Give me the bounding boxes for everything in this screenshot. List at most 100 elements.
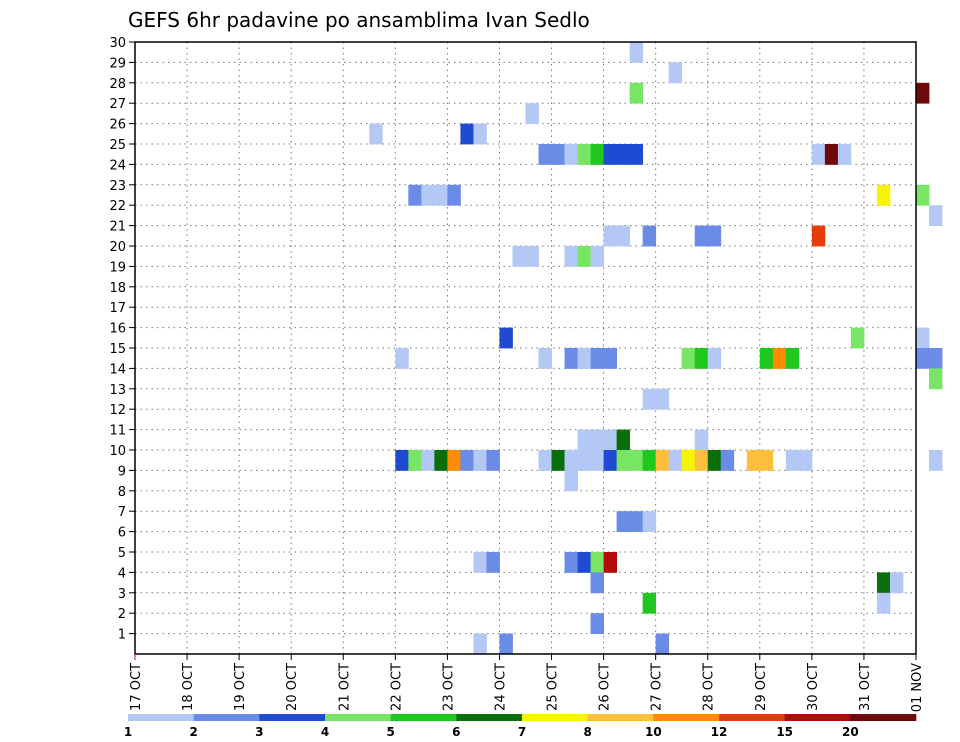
heatmap-cell bbox=[772, 348, 787, 369]
heatmap-cell bbox=[785, 348, 800, 369]
heatmap-cell bbox=[811, 225, 826, 247]
legend-label: 8 bbox=[583, 725, 591, 739]
heatmap-cell bbox=[603, 450, 618, 471]
y-axis: 1234567891011121314151617181920212223242… bbox=[109, 36, 135, 643]
heatmap-cell bbox=[642, 511, 657, 532]
legend-swatch bbox=[522, 714, 588, 721]
heatmap-cell bbox=[525, 246, 539, 267]
heatmap-cell bbox=[564, 450, 578, 471]
heatmap-cell bbox=[395, 348, 409, 369]
heatmap-cell bbox=[603, 225, 618, 247]
x-tick-label: 01 NOV bbox=[910, 663, 925, 712]
heatmap-cell bbox=[564, 246, 578, 267]
legend-swatch bbox=[390, 714, 457, 721]
chart-title: GEFS 6hr padavine po ansamblima Ivan Sed… bbox=[128, 8, 590, 32]
heatmap-cell bbox=[642, 225, 657, 247]
heatmap-cell bbox=[577, 450, 591, 471]
heatmap-cell bbox=[369, 123, 383, 145]
legend-label: 1 bbox=[124, 725, 132, 739]
heatmap-cell bbox=[421, 184, 435, 206]
y-tick-label: 6 bbox=[118, 526, 126, 541]
y-tick-label: 5 bbox=[118, 546, 126, 561]
heatmap-cell bbox=[707, 225, 722, 247]
heatmap-cell bbox=[499, 327, 513, 349]
heatmap-cell bbox=[421, 450, 435, 471]
legend-label: 3 bbox=[255, 725, 263, 739]
heatmap-cell bbox=[434, 450, 448, 471]
legend-label: 7 bbox=[518, 725, 526, 739]
heatmap-cell bbox=[603, 144, 618, 165]
y-tick-label: 19 bbox=[109, 260, 126, 275]
heatmap-cell bbox=[395, 450, 409, 471]
heatmap-cell bbox=[447, 450, 461, 471]
legend-swatch bbox=[128, 714, 194, 721]
heatmap-cell bbox=[486, 450, 500, 471]
heatmap-cell bbox=[929, 368, 943, 390]
legend-label: 12 bbox=[711, 725, 728, 739]
heatmap-cell bbox=[746, 450, 761, 471]
heatmap-cell bbox=[642, 388, 657, 410]
y-tick-label: 10 bbox=[109, 444, 126, 459]
legend-label: 6 bbox=[452, 725, 460, 739]
heatmap-cell bbox=[759, 348, 774, 369]
y-tick-label: 23 bbox=[109, 179, 126, 194]
legend-label: 10 bbox=[645, 725, 662, 739]
y-tick-label: 22 bbox=[109, 199, 126, 214]
x-tick-label: 19 OCT bbox=[233, 663, 248, 711]
y-tick-label: 15 bbox=[109, 342, 126, 357]
heatmap-cell bbox=[603, 348, 618, 369]
heatmap-cell bbox=[759, 450, 774, 471]
y-tick-label: 27 bbox=[109, 97, 126, 112]
heatmap-cell bbox=[408, 184, 422, 206]
heatmap-cell bbox=[564, 144, 578, 165]
legend-swatch bbox=[784, 714, 851, 721]
legend-swatch bbox=[259, 714, 326, 721]
legend-swatch bbox=[587, 714, 654, 721]
heatmap-cell bbox=[694, 225, 709, 247]
x-tick-label: 25 OCT bbox=[546, 663, 561, 711]
heatmap-cell bbox=[577, 144, 591, 165]
heatmap-cell bbox=[408, 450, 422, 471]
heatmap-cell bbox=[916, 184, 930, 206]
legend-swatch bbox=[456, 714, 523, 721]
heatmap-cell bbox=[590, 246, 604, 267]
y-tick-label: 11 bbox=[109, 424, 126, 439]
heatmap-cell bbox=[629, 511, 644, 532]
heatmap-cell bbox=[694, 429, 709, 451]
heatmap-cell bbox=[603, 552, 618, 573]
heatmap-cell bbox=[655, 450, 670, 471]
heatmap-cell bbox=[590, 552, 604, 573]
heatmap-cell bbox=[434, 184, 448, 206]
heatmap-cell bbox=[564, 552, 578, 573]
x-tick-label: 28 OCT bbox=[702, 663, 717, 711]
heatmap-cell bbox=[603, 429, 618, 451]
heatmap-cell bbox=[577, 552, 591, 573]
x-tick-label: 27 OCT bbox=[650, 663, 665, 711]
x-tick-label: 31 OCT bbox=[858, 663, 873, 711]
heatmap-cell bbox=[629, 82, 644, 104]
heatmap-cell bbox=[473, 633, 487, 655]
heatmap-cell bbox=[929, 450, 943, 471]
heatmap-cell bbox=[499, 633, 513, 655]
heatmap-cell bbox=[642, 592, 657, 614]
heatmap-cell bbox=[577, 246, 591, 267]
y-tick-label: 24 bbox=[109, 158, 126, 173]
heatmap-cell bbox=[916, 327, 930, 349]
heatmap-cell bbox=[473, 450, 487, 471]
heatmap-cell bbox=[616, 511, 631, 532]
x-tick-label: 18 OCT bbox=[181, 663, 196, 711]
x-tick-label: 22 OCT bbox=[389, 663, 404, 711]
heatmap-cell bbox=[642, 450, 657, 471]
heatmap-cell bbox=[655, 388, 670, 410]
y-tick-label: 30 bbox=[109, 36, 126, 51]
y-tick-label: 9 bbox=[118, 464, 126, 479]
heatmap-cell bbox=[694, 348, 709, 369]
heatmap-cell bbox=[486, 552, 500, 573]
legend-swatch bbox=[193, 714, 260, 721]
heatmap-cell bbox=[798, 450, 813, 471]
heatmap-cell bbox=[837, 144, 852, 165]
y-tick-label: 16 bbox=[109, 322, 126, 337]
heatmap-cell bbox=[681, 450, 696, 471]
heatmap-cell bbox=[590, 144, 604, 165]
heatmap-cell bbox=[668, 450, 683, 471]
